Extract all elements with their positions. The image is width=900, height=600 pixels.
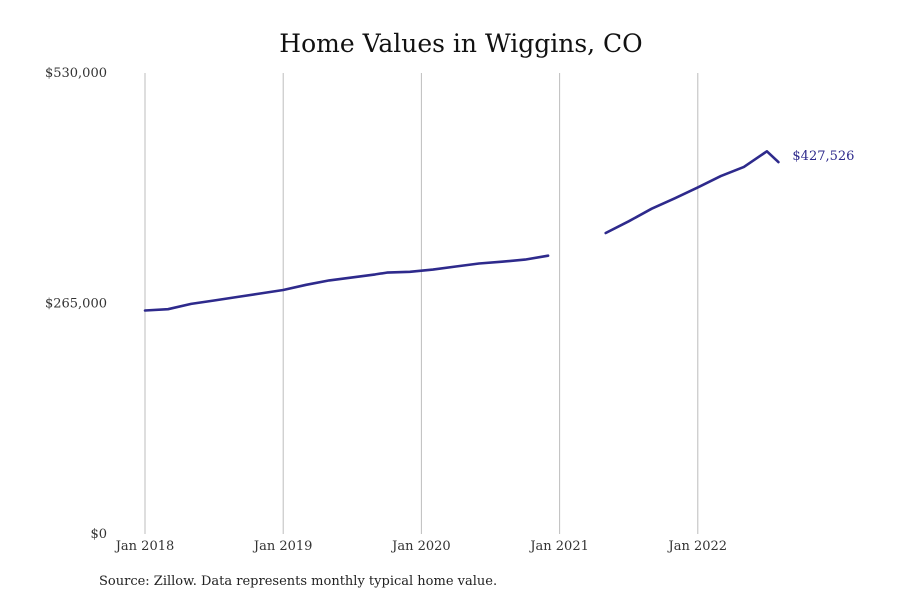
source-note: Source: Zillow. Data represents monthly … bbox=[99, 574, 497, 589]
grid-lines bbox=[144, 73, 699, 534]
series-line-segment-0 bbox=[143, 254, 550, 312]
last-value-label: $427,526 bbox=[792, 149, 854, 164]
chart-title: Home Values in Wiggins, CO bbox=[279, 29, 642, 58]
y-tick-label: $0 bbox=[90, 527, 107, 542]
x-tick-label: Jan 2020 bbox=[390, 539, 451, 554]
x-tick-label: Jan 2018 bbox=[114, 539, 175, 554]
y-tick-label: $530,000 bbox=[45, 66, 107, 81]
x-axis-tick-labels: Jan 2018 Jan 2019 Jan 2020 Jan 2021 Jan 2022 bbox=[114, 539, 727, 554]
x-tick-label: Jan 2019 bbox=[252, 539, 313, 554]
x-tick-label: Jan 2021 bbox=[528, 539, 589, 554]
series-line-segment-1 bbox=[604, 150, 780, 235]
series-home-value bbox=[143, 150, 780, 312]
x-tick-label: Jan 2022 bbox=[667, 539, 728, 554]
y-axis-tick-labels: $0 $265,000 $530,000 bbox=[45, 66, 107, 542]
y-tick-label: $265,000 bbox=[45, 297, 107, 312]
